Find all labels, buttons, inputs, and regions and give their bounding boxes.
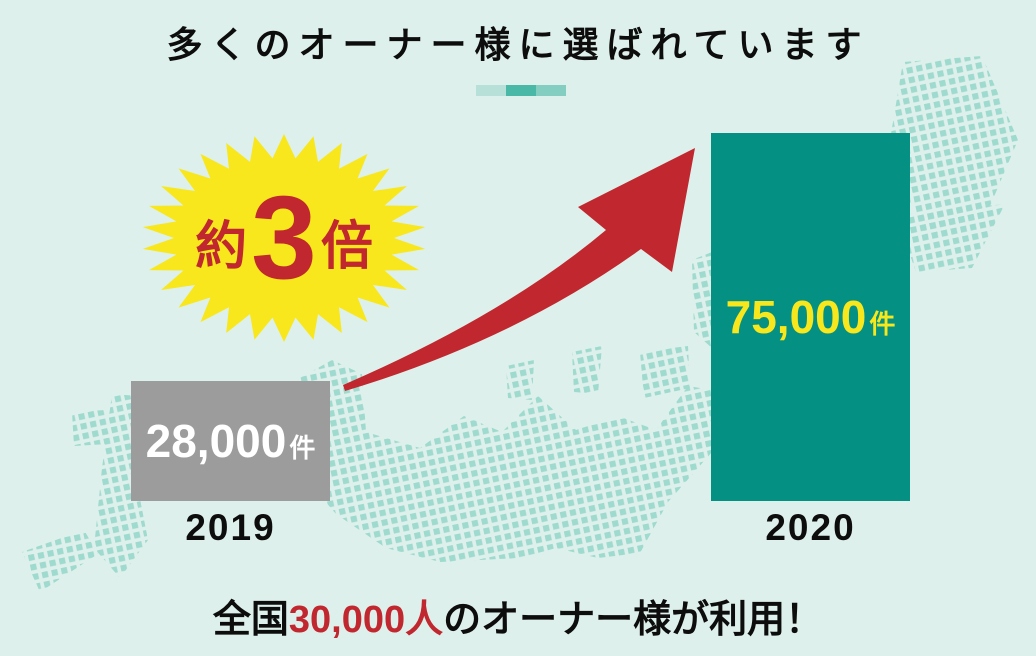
badge-number: 3 (251, 172, 317, 304)
map-southwest-islands (22, 530, 98, 592)
bar-2020-unit: 件 (869, 309, 896, 339)
deco-segment-medium (536, 85, 566, 96)
badge-prefix: 約 (195, 218, 248, 276)
starburst-icon (142, 134, 426, 342)
map-peninsula-c (640, 346, 690, 398)
growth-multiplier-badge: 約 3 倍 (140, 132, 428, 344)
map-tohoku-sliver (692, 252, 712, 348)
axis-label-2020: 2020 (765, 507, 856, 548)
footer-prefix: 全国 (212, 599, 289, 641)
badge-suffix: 倍 (320, 218, 373, 276)
bar-2020-number: 75,000 (725, 291, 867, 343)
page-title: 多くのオーナー様に選ばれています (166, 24, 870, 65)
map-hokkaido-tail (896, 204, 1005, 272)
bar-2019-value: 28,000 件 (146, 414, 316, 468)
axis-label-2019: 2019 (185, 507, 276, 548)
bar-2020-value: 75,000 件 (726, 290, 896, 344)
map-peninsula-b (572, 346, 602, 394)
map-peninsula-a (506, 360, 534, 400)
bar-2019-number: 28,000 (145, 415, 287, 467)
map-honshu (300, 360, 712, 562)
growth-multiplier-text: 約 3 倍 (140, 132, 428, 344)
deco-segment-light (476, 85, 506, 96)
footer-note: 全国30,000人のオーナー様が利用！ (0, 588, 1036, 643)
bar-2019: 28,000 件 (131, 381, 330, 501)
bar-2019-unit: 件 (289, 433, 316, 463)
bar-2020: 75,000 件 (711, 133, 910, 501)
footer-highlight: 30,000人 (288, 599, 444, 641)
footer-suffix: のオーナー様が利用！ (443, 599, 824, 641)
deco-segment-dark (506, 85, 536, 96)
map-islet-pair (72, 410, 108, 446)
title-underline-decoration (476, 85, 566, 96)
map-hokkaido (888, 56, 1018, 237)
